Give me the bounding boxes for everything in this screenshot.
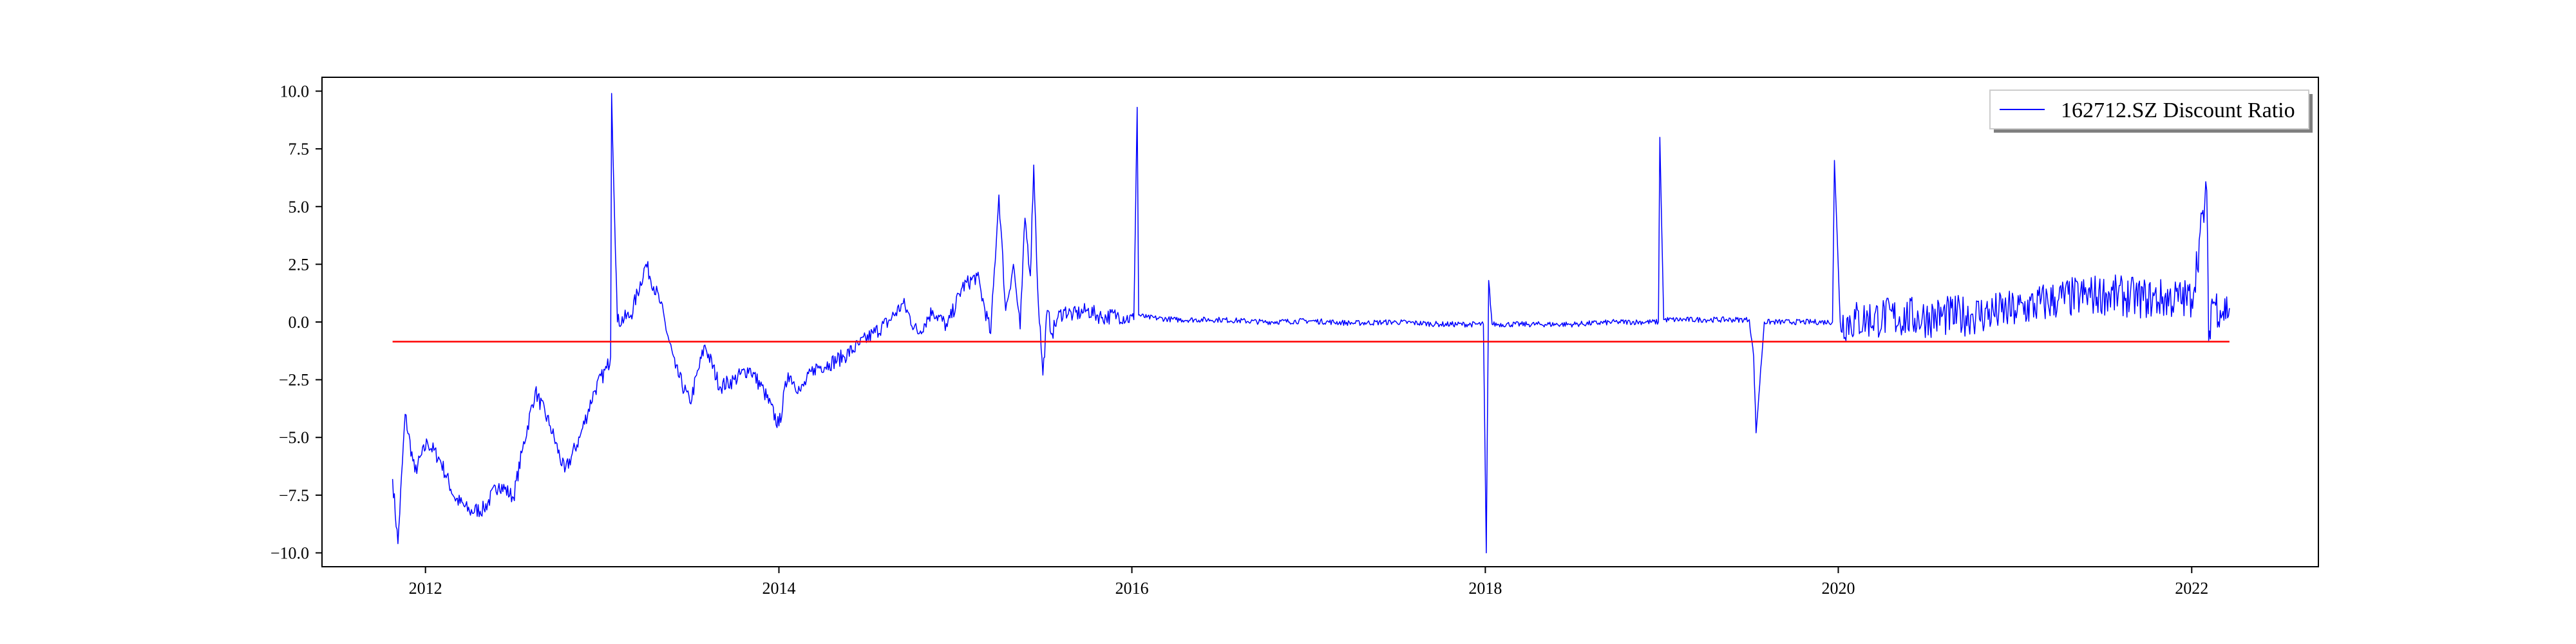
x-tick-label: 2022 bbox=[2175, 579, 2208, 598]
y-tick-label: 10.0 bbox=[280, 82, 310, 101]
x-tick-label: 2016 bbox=[1115, 579, 1149, 598]
x-tick-label: 2014 bbox=[762, 579, 795, 598]
y-tick-label: −7.5 bbox=[279, 486, 309, 505]
x-tick-label: 2012 bbox=[409, 579, 442, 598]
y-tick-label: 0.0 bbox=[289, 313, 310, 332]
y-axis: 10.0 7.5 5.0 2.5 0.0 −2.5 −5.0 −7.5 −10.0 bbox=[270, 82, 322, 562]
x-axis: 2012 2014 2016 2018 2020 2022 bbox=[409, 567, 2208, 598]
y-tick-label: 2.5 bbox=[289, 255, 310, 274]
legend: 162712.SZ Discount Ratio bbox=[1989, 90, 2313, 133]
y-tick-label: −5.0 bbox=[279, 428, 309, 447]
y-tick-label: −10.0 bbox=[270, 544, 309, 562]
x-tick-label: 2018 bbox=[1468, 579, 1502, 598]
y-tick-label: −2.5 bbox=[279, 371, 309, 390]
legend-label-discount-ratio: 162712.SZ Discount Ratio bbox=[2061, 99, 2295, 122]
x-tick-label: 2020 bbox=[1821, 579, 1855, 598]
y-tick-label: 5.0 bbox=[289, 198, 310, 216]
plot-series bbox=[392, 93, 2230, 554]
y-tick-label: 7.5 bbox=[289, 140, 310, 158]
series-line-discount-ratio bbox=[392, 93, 2230, 554]
